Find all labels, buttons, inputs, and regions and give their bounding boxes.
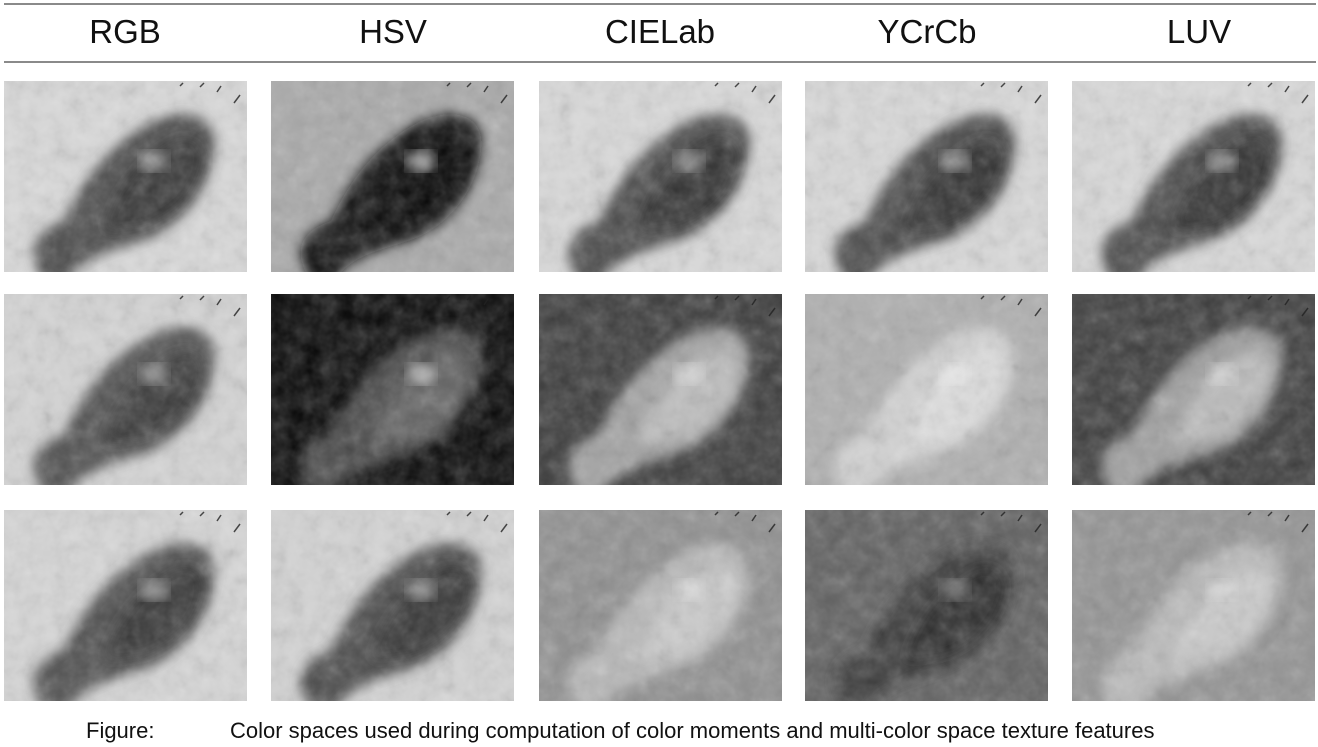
lesion-image-cielab-row-3 [539,510,782,701]
lesion-image-rgb-row-3 [4,510,247,701]
figure-caption: Figure: Color spaces used during computa… [0,716,1318,746]
caption-label: Figure: [86,718,155,743]
lesion-image-rgb-row-2 [4,294,247,485]
lesion-image-luv-row-3 [1072,510,1315,701]
column-header-rgb: RGB [89,13,161,50]
lesion-image-ycrcb-row-1 [805,81,1048,272]
caption-text: Color spaces used during computation of … [230,718,1155,743]
table-top-rule [4,3,1316,5]
lesion-image-rgb-row-1 [4,81,247,272]
lesion-image-cielab-row-1 [539,81,782,272]
lesion-image-hsv-row-3 [271,510,514,701]
lesion-image-ycrcb-row-3 [805,510,1048,701]
header-bottom-rule [4,61,1316,63]
column-header-ycrcb: YCrCb [877,13,977,50]
lesion-image-luv-row-2 [1072,294,1315,485]
lesion-image-hsv-row-2 [271,294,514,485]
lesion-image-hsv-row-1 [271,81,514,272]
column-header-hsv: HSV [359,13,427,50]
column-header-cielab: CIELab [604,13,716,50]
lesion-image-ycrcb-row-2 [805,294,1048,485]
lesion-image-cielab-row-2 [539,294,782,485]
column-header-luv: LUV [1166,13,1232,50]
lesion-image-luv-row-1 [1072,81,1315,272]
